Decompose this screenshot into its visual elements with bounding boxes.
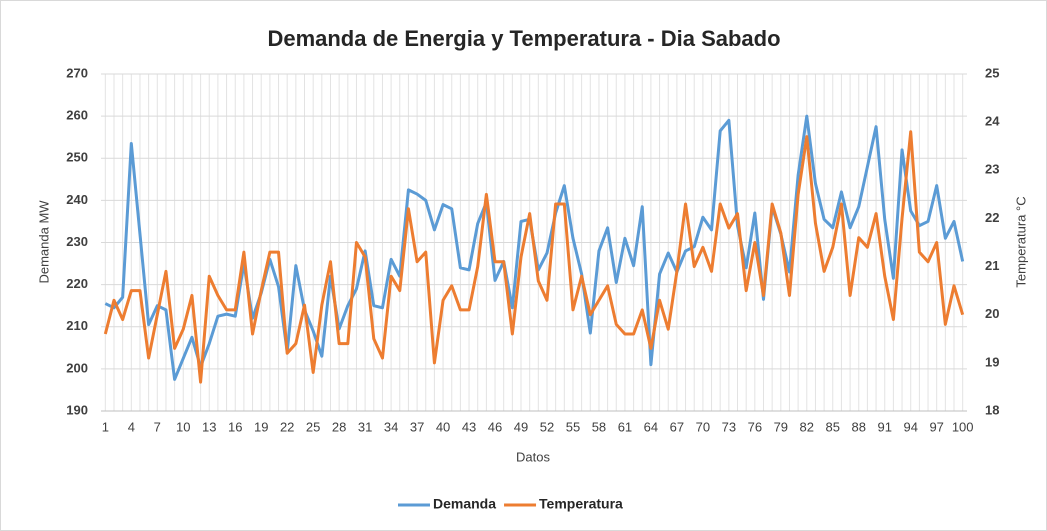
x-tick-label: 37 <box>410 419 424 434</box>
x-tick-label: 46 <box>488 419 502 434</box>
x-tick-label: 1 <box>102 419 109 434</box>
y2-tick-label: 24 <box>985 114 1000 129</box>
x-tick-label: 10 <box>176 419 190 434</box>
x-tick-label: 43 <box>462 419 476 434</box>
y2-tick-label: 22 <box>985 210 999 225</box>
y-tick-label: 210 <box>66 318 88 333</box>
x-tick-label: 16 <box>228 419 242 434</box>
x-tick-label: 55 <box>566 419 580 434</box>
y2-tick-label: 25 <box>985 65 999 80</box>
y-tick-label: 190 <box>66 402 88 417</box>
x-tick-label: 88 <box>852 419 866 434</box>
x-tick-label: 73 <box>722 419 736 434</box>
x-tick-label: 34 <box>384 419 398 434</box>
x-tick-label: 13 <box>202 419 216 434</box>
x-tick-label: 67 <box>670 419 684 434</box>
x-tick-label: 82 <box>800 419 814 434</box>
y-tick-label: 270 <box>66 65 88 80</box>
y-tick-label: 220 <box>66 276 88 291</box>
x-tick-label: 40 <box>436 419 450 434</box>
x-tick-label: 91 <box>877 419 891 434</box>
x-tick-label: 76 <box>748 419 762 434</box>
y2-tick-label: 23 <box>985 162 999 177</box>
legend-label: Demanda <box>433 496 496 512</box>
x-tick-label: 31 <box>358 419 372 434</box>
y2-axis-label: Temperatura °C <box>1013 196 1028 287</box>
y-tick-label: 230 <box>66 234 88 249</box>
x-tick-label: 94 <box>903 419 917 434</box>
x-tick-label: 64 <box>644 419 658 434</box>
x-tick-label: 52 <box>540 419 554 434</box>
x-tick-label: 70 <box>696 419 710 434</box>
x-tick-label: 79 <box>774 419 788 434</box>
y2-tick-label: 21 <box>985 258 999 273</box>
y2-tick-label: 18 <box>985 402 999 417</box>
y-tick-label: 200 <box>66 360 88 375</box>
x-axis-label: Datos <box>516 449 550 464</box>
x-tick-label: 58 <box>592 419 606 434</box>
x-tick-label: 85 <box>826 419 840 434</box>
y-tick-label: 240 <box>66 192 88 207</box>
x-tick-label: 7 <box>154 419 161 434</box>
legend-label: Temperatura <box>539 496 623 512</box>
x-tick-label: 100 <box>952 419 974 434</box>
x-tick-label: 19 <box>254 419 268 434</box>
y-tick-label: 250 <box>66 150 88 165</box>
x-tick-label: 25 <box>306 419 320 434</box>
x-tick-label: 61 <box>618 419 632 434</box>
series-line <box>103 130 965 384</box>
y-axis-label: Demanda MW <box>36 200 51 284</box>
y2-tick-label: 19 <box>985 354 999 369</box>
x-tick-label: 22 <box>280 419 294 434</box>
y-tick-label: 260 <box>66 108 88 123</box>
x-tick-label: 4 <box>128 419 135 434</box>
x-tick-label: 49 <box>514 419 528 434</box>
y2-tick-label: 20 <box>985 306 999 321</box>
x-tick-label: 97 <box>929 419 943 434</box>
x-tick-label: 28 <box>332 419 346 434</box>
chart-title: Demanda de Energia y Temperatura - Dia S… <box>267 26 780 51</box>
